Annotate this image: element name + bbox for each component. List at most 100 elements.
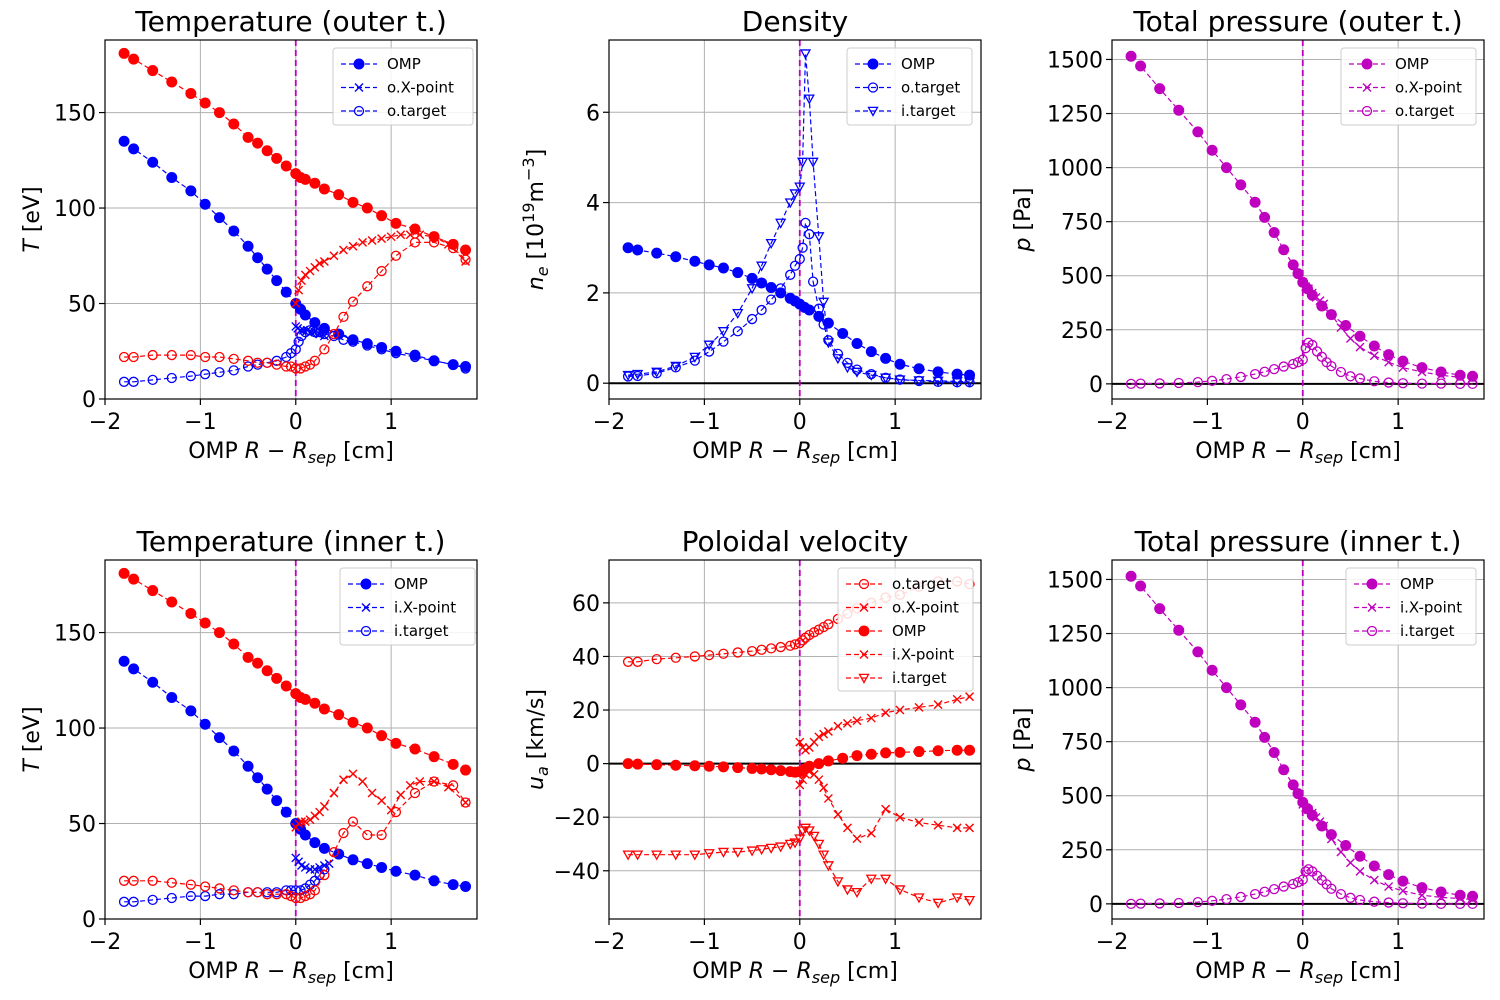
legend-label: o.target — [901, 79, 960, 97]
data-point-i.target — [632, 369, 644, 381]
y-tick-label: 60 — [572, 592, 600, 617]
y-tick-label: 0 — [1089, 893, 1103, 918]
data-point-o.target — [732, 326, 743, 337]
data-point-i.X-point — [833, 810, 843, 820]
data-point-i.target — [1467, 898, 1478, 910]
data-point-i.target — [1369, 896, 1380, 907]
data-point-o.X-point — [367, 236, 377, 245]
data-point-OMP — [199, 97, 211, 109]
data-point-i.target — [1435, 898, 1447, 910]
data-point-i.target — [794, 182, 806, 193]
series-line-o.target — [1131, 341, 1473, 385]
y-tick-label: 2 — [586, 282, 600, 307]
data-point-o.X-point — [1417, 367, 1427, 377]
data-point-i.target — [894, 375, 906, 386]
data-point-i.target — [865, 874, 877, 885]
data-point-i.target — [622, 850, 634, 861]
data-point-i.X-point — [348, 769, 358, 779]
data-point-OMP — [951, 368, 963, 380]
data-point-OMP — [756, 277, 768, 289]
data-point-OMP — [1435, 886, 1447, 898]
y-tick-label: 1500 — [1047, 48, 1103, 73]
y-tick-label: −40 — [554, 860, 600, 885]
data-point-o.target — [390, 348, 402, 359]
data-point-OMP — [390, 217, 402, 229]
data-point-i.target — [166, 877, 177, 888]
data-point-OMP — [309, 697, 321, 709]
data-point-OMP — [1454, 369, 1466, 381]
data-point-i.target — [807, 157, 819, 168]
data-point-i.X-point — [319, 801, 329, 811]
data-point-OMP — [447, 238, 459, 250]
data-point-OMP — [632, 244, 644, 256]
legend-marker — [1361, 105, 1373, 117]
data-point-o.X-point — [319, 257, 329, 267]
data-point-OMP — [228, 745, 240, 757]
data-point-o.target — [328, 328, 340, 340]
axes-frame — [104, 559, 478, 920]
data-point-OMP — [318, 842, 330, 854]
data-point-OMP — [271, 152, 283, 164]
data-point-o.target — [147, 374, 158, 386]
data-point-i.target — [756, 261, 768, 272]
data-point-OMP — [1397, 355, 1409, 367]
data-point-OMP — [913, 746, 925, 758]
data-point-i.X-point — [1345, 858, 1355, 868]
x-axis-label: OMP R − Rsep [cm] — [188, 959, 394, 987]
data-point-o.target — [242, 355, 254, 366]
data-point-o.target — [785, 640, 796, 651]
data-point-OMP — [185, 607, 197, 619]
data-point-i.X-point — [377, 796, 387, 806]
data-point-OMP — [632, 758, 644, 770]
data-point-OMP — [261, 783, 273, 795]
data-point-o.target — [794, 253, 805, 265]
data-point-OMP — [118, 135, 130, 147]
data-point-o.target — [338, 311, 349, 323]
data-point-i.target — [703, 849, 715, 860]
data-point-o.target — [1249, 368, 1261, 380]
data-point-i.target — [689, 352, 701, 363]
data-point-o.target — [347, 336, 359, 347]
data-point-OMP — [1383, 349, 1395, 361]
legend-label: OMP — [1395, 55, 1429, 73]
data-point-i.X-point — [800, 769, 810, 779]
legend-marker — [360, 578, 372, 590]
x-tick-label: −1 — [1191, 930, 1223, 955]
data-point-OMP — [409, 869, 421, 881]
data-point-o.target — [1269, 364, 1280, 375]
legend-label: o.X-point — [387, 79, 454, 97]
data-point-OMP — [717, 262, 729, 274]
data-point-i.target — [328, 847, 340, 858]
data-point-o.target — [338, 334, 349, 345]
data-point-i.target — [290, 892, 301, 904]
data-point-o.target — [1235, 371, 1246, 383]
data-point-OMP — [252, 772, 264, 784]
data-point-o.X-point — [1369, 351, 1379, 361]
data-point-OMP — [1268, 226, 1280, 238]
y-tick-label: 500 — [1061, 785, 1103, 810]
data-point-o.X-point — [833, 721, 843, 731]
data-point-o.target — [718, 336, 729, 347]
data-point-o.target — [376, 344, 387, 355]
data-point-o.target — [166, 349, 177, 361]
data-point-i.X-point — [1369, 875, 1379, 885]
data-point-i.target — [717, 327, 730, 338]
data-point-o.target — [128, 351, 139, 363]
data-point-OMP — [703, 259, 715, 271]
data-point-OMP — [118, 567, 130, 579]
data-point-OMP — [1416, 882, 1428, 894]
legend: OMP o.X-point o.target — [332, 47, 474, 126]
x-tick-label: 0 — [289, 410, 303, 435]
y-tick-label: 150 — [54, 622, 96, 647]
data-point-i.target — [832, 877, 844, 888]
data-point-OMP — [409, 743, 421, 755]
data-point-OMP — [309, 177, 321, 189]
chart-Velocity: −2 −1 0 1 −40 −20 0 20 40 60 Poloidal velocity OMP … — [524, 525, 982, 987]
data-point-i.X-point — [300, 817, 310, 827]
data-point-OMP — [803, 304, 815, 316]
data-point-OMP — [333, 709, 345, 721]
data-point-OMP — [1368, 340, 1380, 352]
legend-label: OMP — [394, 575, 428, 593]
x-tick-label: −2 — [89, 410, 121, 435]
